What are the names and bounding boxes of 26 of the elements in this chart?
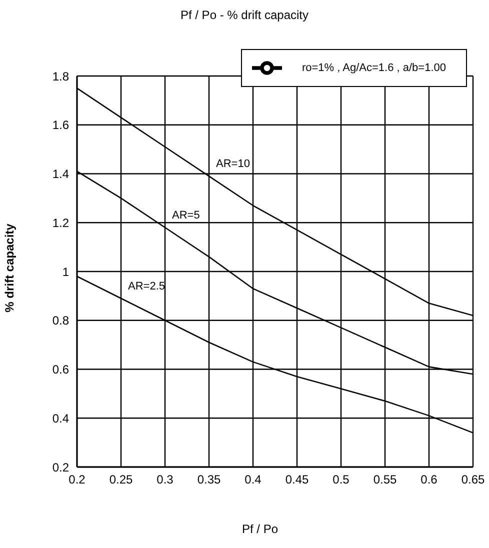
annotation: AR=2.5 — [128, 280, 165, 292]
annotation: AR=10 — [216, 158, 250, 170]
annotation: AR=5 — [172, 210, 200, 222]
x-tick-label: 0.25 — [109, 472, 133, 487]
y-tick-label: 1.8 — [52, 69, 70, 84]
y-tick-label: 1.2 — [52, 216, 70, 230]
y-tick-label: 1 — [62, 264, 70, 279]
x-tick-label: 0.6 — [420, 472, 438, 487]
x-tick-label: 0.3 — [156, 472, 174, 487]
x-tick-label: 0.5 — [332, 472, 350, 487]
y-tick-label: 0.2 — [52, 460, 70, 474]
y-tick-label: 0.6 — [52, 362, 70, 377]
legend-label: ro=1% , Ag/Ac=1.6 , a/b=1.00 — [302, 62, 446, 74]
y-tick-label: 1.4 — [52, 167, 70, 182]
chart-title: Pf / Po - % drift capacity — [179, 8, 310, 22]
y-axis-title: % drift capacity — [2, 223, 16, 312]
y-tick-label: 0.8 — [52, 314, 70, 328]
x-axis-title: Pf / Po — [240, 522, 280, 536]
x-tick-label: 0.2 — [68, 472, 86, 487]
x-tick-label: 0.4 — [244, 472, 262, 487]
y-tick-label: 1.6 — [52, 118, 70, 132]
x-tick-label: 0.65 — [461, 472, 485, 487]
x-tick-label: 0.45 — [285, 472, 309, 487]
x-tick-label: 0.35 — [197, 472, 221, 487]
x-tick-label: 0.55 — [373, 472, 397, 487]
y-tick-label: 0.4 — [52, 411, 70, 426]
